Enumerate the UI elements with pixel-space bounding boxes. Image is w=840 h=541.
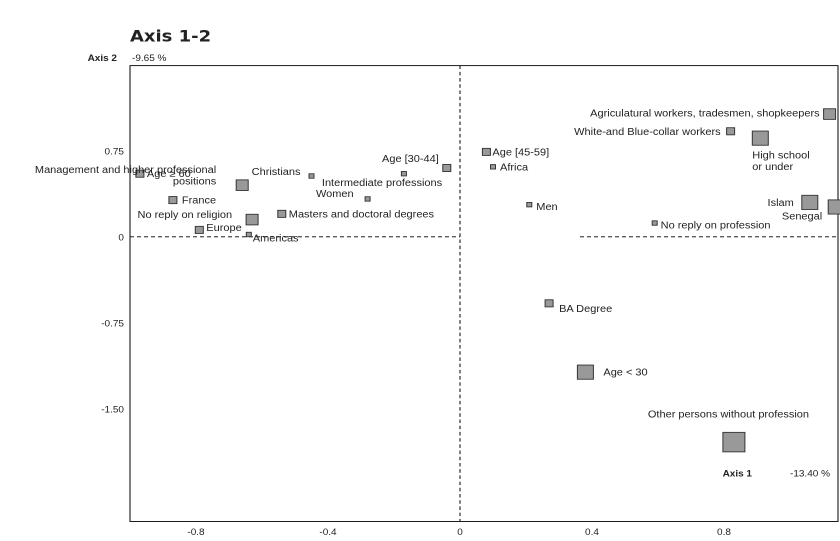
- data-point: [277, 209, 287, 218]
- data-point: [168, 196, 178, 205]
- data-point: [308, 173, 315, 179]
- data-point: [801, 194, 819, 210]
- point-label: Africa: [500, 163, 528, 173]
- data-point: [245, 231, 252, 238]
- data-point: [751, 130, 769, 146]
- y-tick-label: -1.50: [101, 405, 124, 415]
- data-point: [245, 213, 259, 226]
- data-point: [823, 108, 837, 120]
- point-label: Masters and doctoral degrees: [289, 210, 434, 220]
- point-label: Agriculatural workers, tradesmen, shopke…: [590, 109, 819, 119]
- x-tick-label: 0.4: [585, 527, 599, 537]
- point-label: Management and higher professional positi…: [35, 165, 216, 187]
- point-label: Americas: [253, 234, 299, 244]
- x-tick-label: 0.8: [717, 527, 731, 537]
- data-points: Agriculatural workers, tradesmen, shopke…: [35, 108, 840, 453]
- point-label: Age < 30: [603, 368, 647, 378]
- y-tick-label: 0: [118, 233, 124, 243]
- x-tick-labels: -0.8 -0.4 0 0.4 0.8: [187, 527, 731, 537]
- point-label: Europe: [206, 223, 242, 233]
- data-point: [651, 220, 658, 226]
- data-point: [400, 171, 407, 177]
- data-point: [235, 179, 249, 191]
- y-tick-label: 0.75: [105, 147, 124, 157]
- y-tick-label: -0.75: [101, 319, 124, 329]
- data-point: [194, 225, 204, 234]
- point-label: Age [45-59]: [492, 148, 549, 158]
- point-label: Islam: [768, 198, 794, 208]
- data-point: [827, 199, 840, 215]
- x-tick-label: 0: [457, 527, 463, 537]
- point-label: Intermediate professions: [322, 179, 442, 189]
- point-label: No reply on profession: [661, 221, 771, 231]
- point-label: Women: [316, 190, 354, 200]
- point-label: Men: [536, 202, 558, 212]
- data-point: [481, 147, 491, 156]
- data-point: [364, 196, 371, 202]
- chart-title: Axis 1-2: [130, 28, 211, 47]
- data-point: [726, 127, 736, 136]
- point-label: White-and Blue-collar workers: [574, 127, 720, 137]
- point-label: BA Degree: [559, 305, 612, 315]
- data-point: [722, 431, 746, 453]
- x-tick-label: -0.8: [187, 527, 204, 537]
- data-point: [135, 169, 145, 178]
- data-point: [576, 364, 594, 380]
- point-label: No reply on religion: [138, 210, 233, 220]
- data-point: [544, 299, 554, 308]
- y-axis-inertia: -9.65 %: [132, 54, 167, 64]
- x-axis-inertia: -13.40 %: [790, 469, 831, 479]
- x-axis-label: Axis 1: [723, 469, 752, 479]
- data-point: [526, 202, 533, 208]
- point-label: Christians: [252, 168, 301, 178]
- point-label: Age [30-44]: [382, 154, 439, 164]
- x-tick-label: -0.4: [319, 527, 336, 537]
- y-tick-labels: 0.75 0 -0.75 -1.50: [101, 147, 124, 415]
- data-point: [442, 163, 452, 172]
- point-label: France: [182, 196, 216, 206]
- point-label: Age ≥ 60: [147, 170, 191, 180]
- plot-frame: [129, 65, 839, 522]
- point-label: Senegal: [782, 212, 822, 222]
- data-point: [490, 164, 496, 170]
- point-label: High school or under: [752, 151, 809, 173]
- y-axis-label: Axis 2: [88, 54, 117, 64]
- point-label: Other persons without profession: [648, 410, 809, 420]
